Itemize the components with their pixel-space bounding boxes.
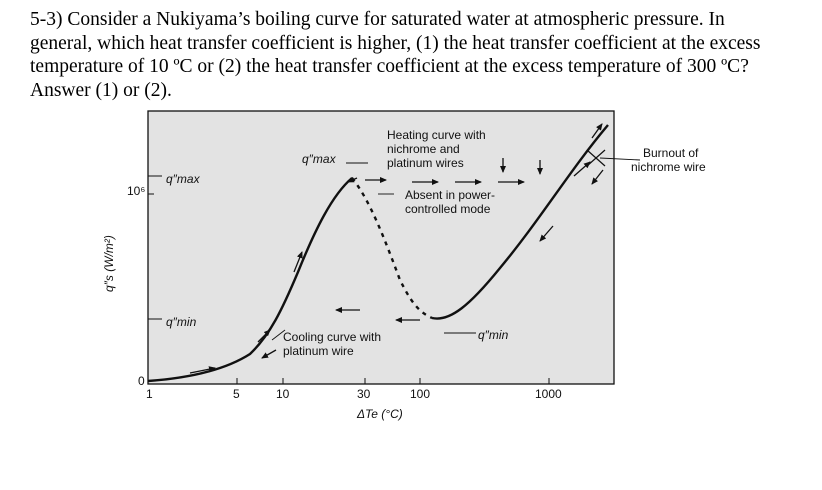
question-text: 5-3) Consider a Nukiyama’s boiling curve… xyxy=(30,8,800,102)
question-line-2: general, which heat transfer coefficient… xyxy=(30,32,761,54)
x-tick-label-30: 30 xyxy=(357,387,371,401)
jump-arrows xyxy=(500,158,543,175)
y-tick-label-0: 0 xyxy=(138,374,145,388)
burnout-label-1: Burnout of xyxy=(643,146,699,160)
absent-label-1: Absent in power- xyxy=(405,188,495,202)
burnout-marker xyxy=(586,149,606,167)
qmax-axis-label: q″max xyxy=(166,172,201,186)
x-tick-marks xyxy=(236,378,550,384)
heating-curve-label-2: nichrome and xyxy=(387,142,460,156)
cooling-arrows xyxy=(261,169,604,359)
x-axis-label: ΔTe (°C) xyxy=(356,407,403,421)
qmin-axis-label: q″min xyxy=(166,315,197,329)
qmax-curve-label: q″max xyxy=(302,152,337,166)
plot-area xyxy=(147,110,615,385)
heating-arrows xyxy=(189,123,603,374)
nucleate-boiling-curve xyxy=(147,177,353,383)
x-tick-label-5: 5 xyxy=(233,387,240,401)
x-tick-label-1000: 1000 xyxy=(535,387,562,401)
burnout-label-2: nichrome wire xyxy=(631,160,706,174)
cooling-curve-label-2: platinum wire xyxy=(283,344,354,358)
absent-label-2: controlled mode xyxy=(405,202,491,216)
cooling-curve-label-1: Cooling curve with xyxy=(283,330,381,344)
question-line-1: 5-3) Consider a Nukiyama’s boiling curve… xyxy=(30,9,725,30)
heating-curve-label-3: platinum wires xyxy=(387,156,464,170)
leader-lines xyxy=(271,157,641,341)
x-tick-label-10: 10 xyxy=(276,387,290,401)
y-axis-label: q″s (W/m²) xyxy=(102,235,116,292)
y-tick-label-1e6: 10⁶ xyxy=(127,184,145,198)
x-tick-label-100: 100 xyxy=(410,387,430,401)
film-boiling-curve xyxy=(431,124,609,320)
heating-curve-label-1: Heating curve with xyxy=(387,128,486,142)
qmin-curve-label: q″min xyxy=(478,328,509,342)
x-tick-label-1: 1 xyxy=(146,387,153,401)
question-line-3: temperature of 10 ºC or (2) the heat tra… xyxy=(30,56,749,77)
question-line-4: Answer (1) or (2). xyxy=(30,79,172,101)
